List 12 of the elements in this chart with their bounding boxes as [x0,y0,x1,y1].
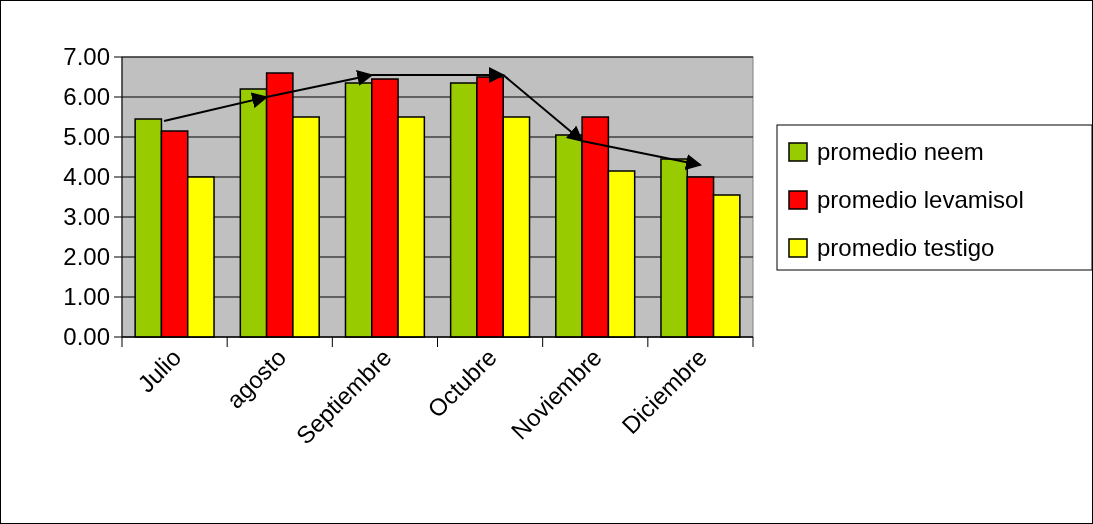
legend-label: promedio testigo [817,234,995,262]
y-tick-label: 3.00 [63,203,110,231]
y-tick-label: 5.00 [63,123,110,151]
y-tick-label: 2.00 [63,243,110,271]
y-tick-label: 7.00 [63,43,110,71]
y-tick-label: 4.00 [63,163,110,191]
y-tick-label: 6.00 [63,83,110,111]
legend-label: promedio levamisol [817,186,1024,214]
y-tick-label: 0.00 [63,323,110,351]
x-tick-label: Julio [132,343,187,398]
y-tick-label: 1.00 [63,283,110,311]
legend-label: promedio neem [817,138,984,166]
